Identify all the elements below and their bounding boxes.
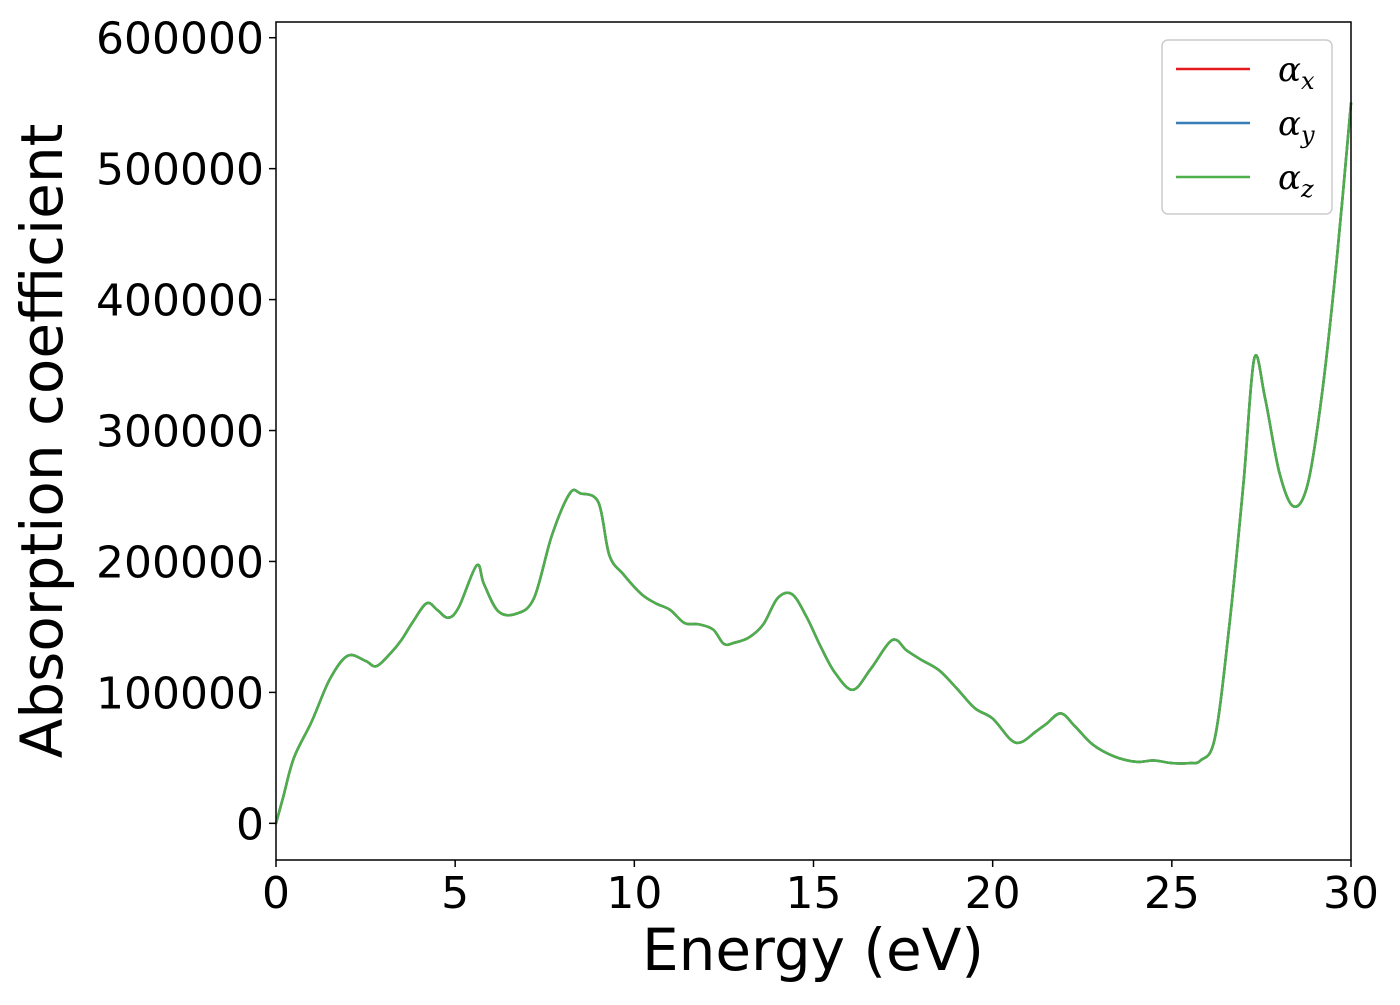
- series-layer: [274, 101, 1353, 825]
- y-tick-label: 0: [236, 799, 264, 850]
- y-tick-label: 500000: [96, 145, 264, 196]
- x-axis-ticks: 0 5 10 15 20 25 30: [262, 860, 1379, 919]
- legend-label-z: αz: [1278, 158, 1314, 203]
- x-tick-label: 20: [965, 868, 1021, 919]
- x-tick-label: 25: [1144, 868, 1200, 919]
- y-tick-label: 400000: [96, 276, 264, 327]
- legend: αx αy αz: [1161, 39, 1333, 215]
- x-tick-label: 10: [606, 868, 662, 919]
- legend-entries: αx αy αz: [1176, 50, 1315, 203]
- y-axis-label: Absorption coefficient: [8, 124, 76, 759]
- y-tick-label: 600000: [96, 14, 264, 65]
- y-axis-ticks: 0 100000 200000 300000 400000 500000 600000: [96, 14, 276, 850]
- x-tick-label: 30: [1323, 868, 1379, 919]
- x-tick-label: 5: [441, 868, 469, 919]
- x-axis-label: Energy (eV): [642, 916, 984, 984]
- x-tick-label: 15: [786, 868, 842, 919]
- legend-label-y: αy: [1278, 104, 1315, 149]
- y-tick-label: 200000: [96, 537, 264, 588]
- series-line-3: [274, 101, 1353, 825]
- legend-label-x: αx: [1278, 50, 1315, 95]
- y-tick-label: 300000: [96, 407, 264, 458]
- legend-box: [1161, 39, 1333, 215]
- x-tick-label: 0: [262, 868, 290, 919]
- y-tick-label: 100000: [96, 668, 264, 719]
